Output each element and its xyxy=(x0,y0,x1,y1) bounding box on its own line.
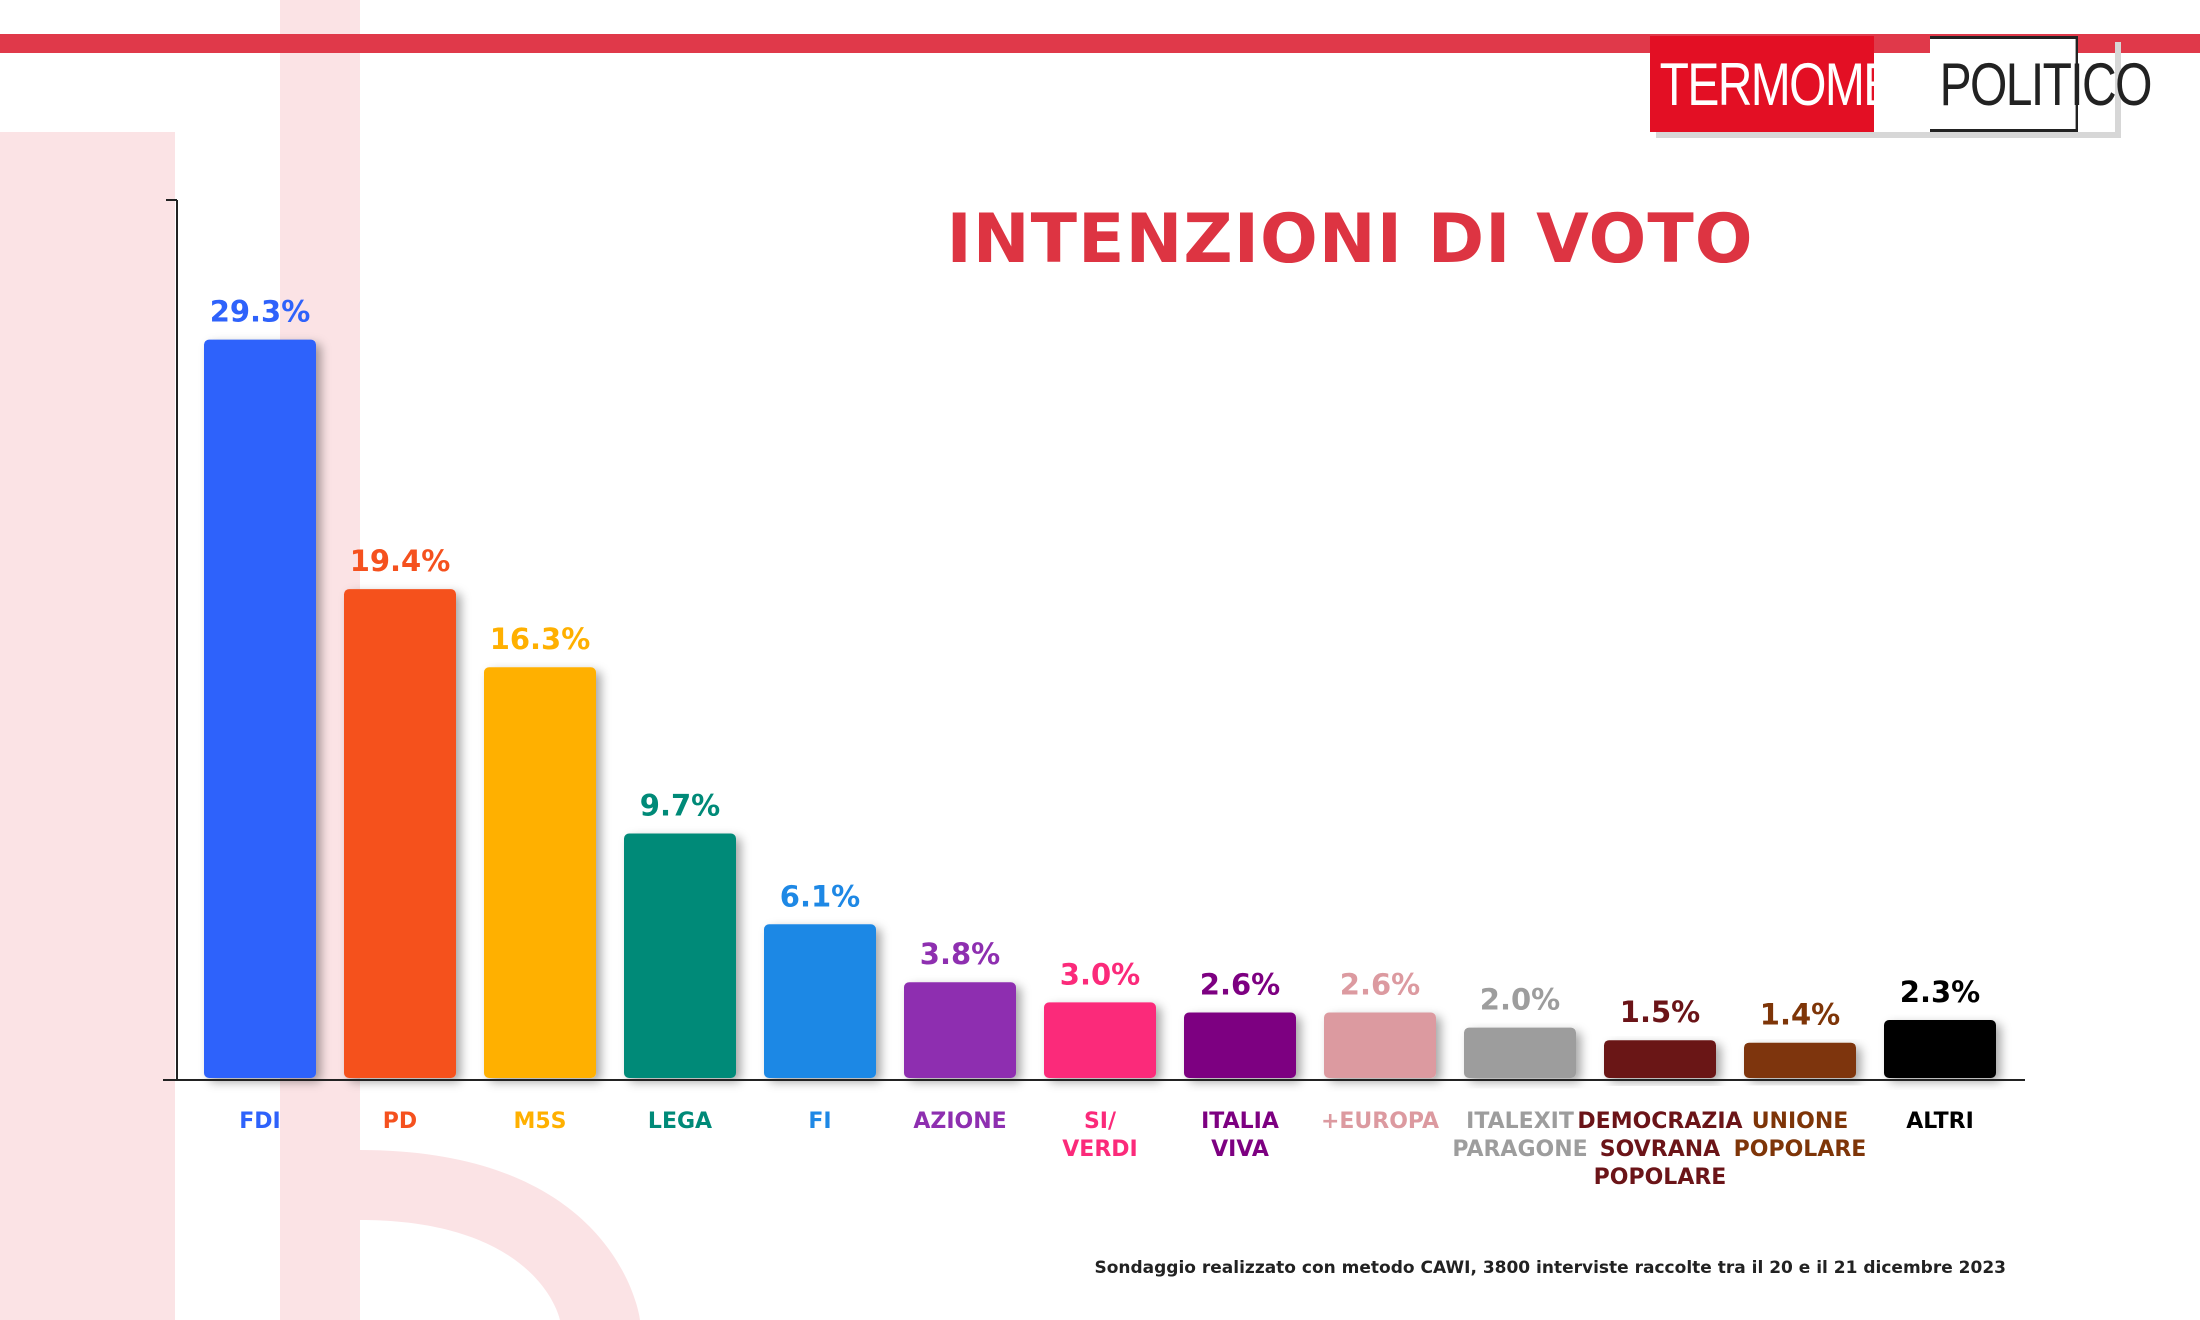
bar xyxy=(344,589,456,1078)
bar-value-label: 19.4% xyxy=(350,544,451,578)
bar-value-label: 3.8% xyxy=(920,937,1000,971)
category-label: LEGA xyxy=(648,1109,712,1134)
category-label: FI xyxy=(808,1109,831,1134)
bar xyxy=(1884,1020,1996,1078)
chart-title: INTENZIONI DI VOTO xyxy=(946,200,1754,279)
category-label: M5S xyxy=(513,1109,566,1134)
category-label-line: PARAGONE xyxy=(1452,1137,1587,1162)
category-label: +EUROPA xyxy=(1321,1109,1439,1134)
bar-value-label: 9.7% xyxy=(640,789,720,823)
category-label: AZIONE xyxy=(913,1109,1006,1134)
category-label-line: POPOLARE xyxy=(1594,1165,1727,1190)
bar xyxy=(1744,1042,1856,1078)
bar xyxy=(1324,1012,1436,1078)
logo-text-right: POLITICO xyxy=(1939,50,2153,118)
bar xyxy=(1044,1002,1156,1078)
category-label-line: FI xyxy=(808,1109,831,1134)
category-label: DEMOCRAZIA SOVRANA POPOLARE xyxy=(1577,1109,1742,1190)
category-label-line: VIVA xyxy=(1211,1137,1269,1162)
category-label: ITALEXIT PARAGONE xyxy=(1452,1109,1587,1162)
bar xyxy=(1464,1027,1576,1078)
category-label: SI/VERDI xyxy=(1062,1109,1137,1162)
category-label-line: +EUROPA xyxy=(1321,1109,1439,1134)
bar xyxy=(204,339,316,1078)
category-label-line: ALTRI xyxy=(1906,1109,1974,1134)
bar xyxy=(484,667,596,1078)
bar xyxy=(1184,1012,1296,1078)
bar-value-label: 2.6% xyxy=(1200,967,1280,1001)
bar-value-label: 3.0% xyxy=(1060,957,1140,991)
bar-value-label: 16.3% xyxy=(490,622,591,656)
footnote: Sondaggio realizzato con metodo CAWI, 38… xyxy=(1094,1258,2006,1278)
category-label-line: SOVRANA xyxy=(1600,1137,1720,1162)
category-label-line: M5S xyxy=(513,1109,566,1134)
category-label-line: AZIONE xyxy=(913,1109,1006,1134)
category-label: ALTRI xyxy=(1906,1109,1974,1134)
category-label-line: POPOLARE xyxy=(1734,1137,1867,1162)
bar-value-label: 2.6% xyxy=(1340,967,1420,1001)
category-label-line: ITALIA xyxy=(1201,1109,1279,1134)
category-label: UNIONE POPOLARE xyxy=(1734,1109,1867,1162)
category-label: ITALIA VIVA xyxy=(1201,1109,1279,1162)
category-label-line: LEGA xyxy=(648,1109,712,1134)
termometro-politico-logo: TERMOMETRO POLITICO xyxy=(1650,36,2152,132)
bar-value-label: 29.3% xyxy=(210,295,311,329)
category-label-line: VERDI xyxy=(1062,1137,1137,1162)
category-label-line: FDI xyxy=(239,1109,280,1134)
bar-value-label: 6.1% xyxy=(780,879,860,913)
category-label-line: SI/ xyxy=(1084,1109,1117,1134)
bar-value-label: 2.3% xyxy=(1900,975,1980,1009)
category-label-line: DEMOCRAZIA xyxy=(1577,1109,1742,1134)
bar xyxy=(1604,1040,1716,1078)
bar-value-label: 1.5% xyxy=(1620,995,1700,1029)
bar xyxy=(904,982,1016,1078)
bar xyxy=(764,924,876,1078)
category-label-line: PD xyxy=(383,1109,417,1134)
category-label-line: ITALEXIT xyxy=(1466,1109,1574,1134)
bar xyxy=(624,833,736,1078)
category-label: PD xyxy=(383,1109,417,1134)
bar-value-label: 2.0% xyxy=(1480,983,1560,1017)
category-label: FDI xyxy=(239,1109,280,1134)
bar-value-label: 1.4% xyxy=(1760,998,1840,1032)
category-label-line: UNIONE xyxy=(1752,1109,1849,1134)
